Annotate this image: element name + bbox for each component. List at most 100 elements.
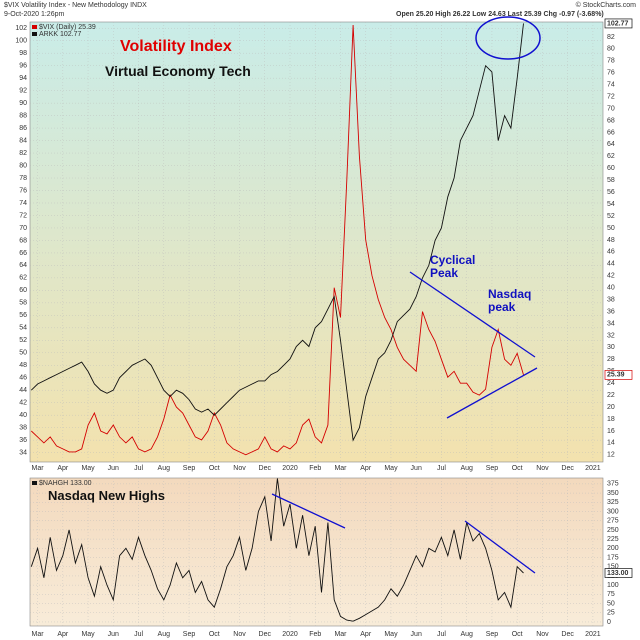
x-tick-label: Dec [561,631,574,638]
x-tick-label: Sep [486,465,499,472]
y-tick-label: 275 [607,518,619,525]
x-tick-label: Oct [209,465,220,472]
y-tick-label: 58 [19,300,27,307]
y-tick-label: 72 [19,212,27,219]
legend-swatch [32,25,37,29]
x-tick-label: 2020 [282,465,298,472]
header-credit: © StockCharts.com [576,1,637,9]
highlight-ellipse [475,16,541,60]
y-tick-label: 98 [19,50,27,57]
value-tag-label: 102.77 [607,20,629,27]
y-tick-label: 325 [607,499,619,506]
y-tick-label: 62 [19,275,27,282]
y-tick-label: 46 [19,375,27,382]
value-tag [604,370,633,380]
x-tick-label: Jun [411,631,422,638]
value-tag [604,18,633,29]
legend-swatch [32,32,37,36]
x-tick-label: Jun [411,465,422,472]
x-tick-label: Jul [437,631,446,638]
x-tick-label: Jul [437,465,446,472]
y-tick-label: 86 [19,125,27,132]
annotation: Cyclical Peak [430,253,476,281]
y-tick-label: 58 [607,177,615,184]
x-tick-label: Jul [134,465,143,472]
y-tick-label: 40 [607,285,615,292]
y-tick-label: 150 [607,564,619,571]
x-tick-label: 2020 [282,631,298,638]
x-tick-label: Dec [561,465,574,472]
y-tick-label: 74 [607,82,615,89]
y-tick-label: 70 [19,225,27,232]
y-tick-label: 34 [607,320,615,327]
y-tick-label: 52 [19,337,27,344]
y-tick-label: 56 [607,189,615,196]
legend-label: ARKK 102.77 [39,31,82,38]
header-date: 9-Oct-2020 1:26pm [4,11,64,18]
y-tick-label: 70 [607,105,615,112]
y-tick-label: 20 [607,404,615,411]
header-quote: Open 25.20 High 26.22 Low 24.63 Last 25.… [396,11,604,18]
y-tick-label: 52 [607,213,615,220]
x-tick-label: Feb [309,631,321,638]
y-tick-label: 54 [607,201,615,208]
y-tick-label: 50 [607,600,615,607]
x-tick-label: Mar [32,631,45,638]
trend-line [464,520,536,574]
y-tick-label: 82 [607,34,615,41]
y-tick-label: 12 [607,452,615,459]
y-tick-label: 16 [607,428,615,435]
trend-line [409,271,536,358]
series-line [30,23,524,442]
y-tick-label: 84 [19,137,27,144]
y-tick-label: 22 [607,392,615,399]
y-tick-label: 64 [607,141,615,148]
y-tick-label: 24 [607,380,615,387]
x-tick-label: Sep [486,631,499,638]
x-tick-label: Oct [512,465,523,472]
y-tick-label: 40 [19,412,27,419]
x-tick-label: May [81,465,95,472]
y-tick-label: 60 [607,165,615,172]
x-tick-label: May [384,465,398,472]
x-tick-label: Nov [536,631,549,638]
value-tag [604,568,633,578]
trend-line [271,493,346,529]
y-tick-label: 64 [19,262,27,269]
y-tick-label: 175 [607,554,619,561]
x-tick-label: Oct [209,631,220,638]
x-tick-label: Dec [259,465,272,472]
y-tick-label: 48 [19,362,27,369]
x-tick-label: Nov [233,631,246,638]
x-tick-label: Mar [334,465,347,472]
x-tick-label: Nov [233,465,246,472]
y-tick-label: 44 [607,261,615,268]
x-tick-label: Apr [57,631,69,638]
y-tick-label: 72 [607,93,615,100]
legend-label: $NAHGH 133.00 [39,480,92,487]
y-tick-label: 36 [19,437,27,444]
y-tick-label: 300 [607,508,619,515]
x-tick-label: Sep [183,631,196,638]
y-tick-label: 100 [607,582,619,589]
x-tick-label: Nov [536,465,549,472]
x-tick-label: Aug [460,631,473,638]
y-tick-label: 92 [19,87,27,94]
y-tick-label: 94 [19,75,27,82]
y-tick-label: 76 [19,187,27,194]
x-tick-label: 2021 [585,631,601,638]
trend-line [446,367,538,419]
y-tick-label: 250 [607,527,619,534]
y-tick-label: 56 [19,312,27,319]
annotation: Volatility Index [120,38,232,55]
y-tick-label: 80 [19,162,27,169]
y-tick-label: 74 [19,200,27,207]
y-tick-label: 34 [19,449,27,456]
x-tick-label: May [81,631,95,638]
y-tick-label: 38 [19,425,27,432]
y-tick-label: 75 [607,591,615,598]
y-tick-label: 42 [19,400,27,407]
y-tick-label: 66 [19,250,27,257]
y-tick-label: 76 [607,70,615,77]
